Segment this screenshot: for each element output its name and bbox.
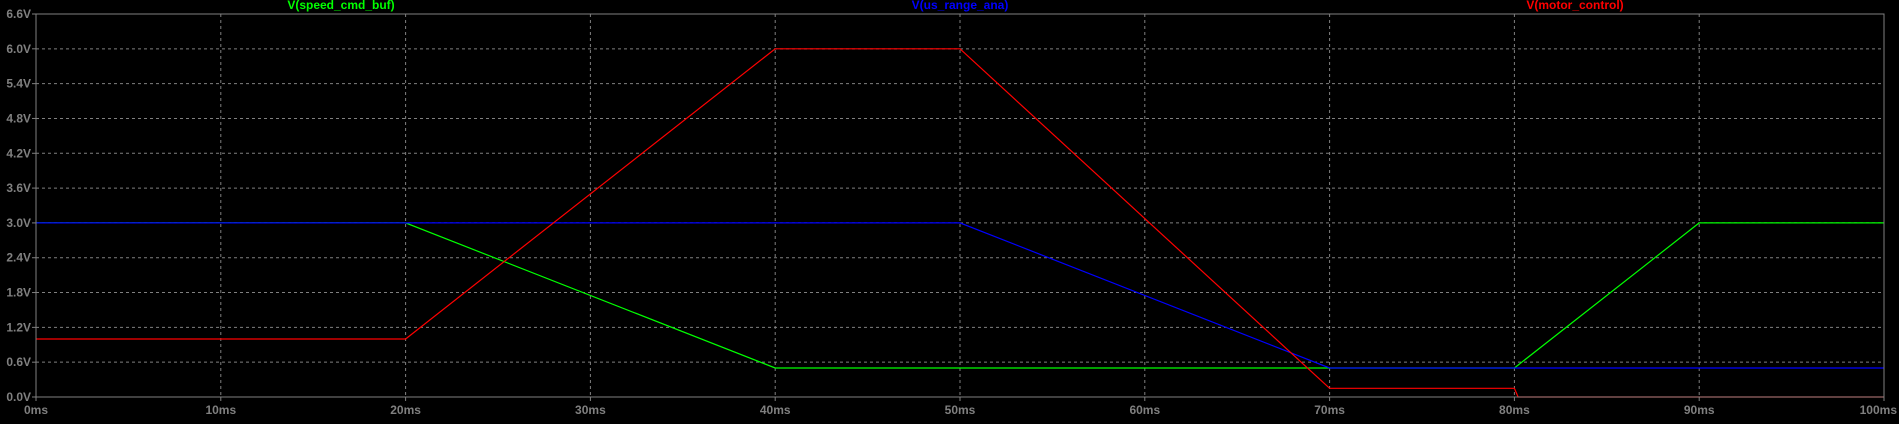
x-tick-label: 80ms (1499, 403, 1530, 417)
x-tick-label: 90ms (1684, 403, 1715, 417)
axis-ticks: 0ms 10ms 20ms 30ms 40ms 50ms 60ms 70ms 80ms 90ms 1… (6, 7, 1897, 417)
y-tick-label: 4.2V (6, 146, 31, 160)
x-tick-label: 70ms (1314, 403, 1345, 417)
legend-entry-1: V(us_range_ana) (912, 0, 1009, 12)
legend: V(speed_cmd_buf) V(us_range_ana) V(motor_c… (287, 0, 1623, 12)
series-line-1 (36, 222, 1884, 369)
series-traces (36, 48, 1884, 398)
x-tick-label: 30ms (575, 403, 606, 417)
y-tick-label: 2.4V (6, 251, 31, 265)
y-tick-label: 0.0V (6, 390, 31, 404)
y-tick-label: 6.0V (6, 42, 31, 56)
y-tick-label: 3.0V (6, 216, 31, 230)
y-tick-label: 0.6V (6, 355, 31, 369)
x-tick-label: 0ms (24, 403, 48, 417)
x-tick-label: 50ms (945, 403, 976, 417)
y-tick-label: 3.6V (6, 181, 31, 195)
y-tick-label: 4.8V (6, 111, 31, 125)
y-tick-label: 1.2V (6, 320, 31, 334)
x-tick-label: 10ms (205, 403, 236, 417)
y-tick-label: 5.4V (6, 77, 31, 91)
x-tick-label: 20ms (390, 403, 421, 417)
x-tick-label: 60ms (1129, 403, 1160, 417)
legend-entry-2: V(motor_control) (1526, 0, 1623, 12)
y-tick-label: 6.6V (6, 7, 31, 21)
series-line-2 (36, 48, 1884, 398)
legend-entry-0: V(speed_cmd_buf) (287, 0, 394, 12)
x-tick-label: 100ms (1860, 403, 1898, 417)
y-tick-label: 1.8V (6, 286, 31, 300)
x-tick-label: 40ms (760, 403, 791, 417)
